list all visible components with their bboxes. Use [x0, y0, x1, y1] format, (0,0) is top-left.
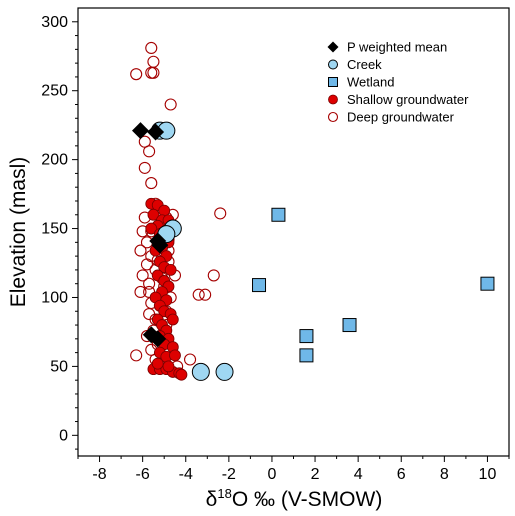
data-point [130, 68, 143, 81]
data-point [166, 313, 179, 326]
x-tick-label: 6 [397, 466, 406, 483]
data-point [130, 349, 143, 362]
data-point [138, 161, 151, 174]
data-point [145, 66, 158, 79]
legend-label: Creek [347, 57, 382, 72]
data-point [299, 329, 314, 344]
data-point [131, 122, 149, 140]
legend-marker [328, 59, 338, 70]
legend: P weighted mean Creek Wetland Shallow groun… [327, 40, 469, 125]
data-point [151, 236, 169, 254]
legend-label: Wetland [347, 75, 394, 90]
data-point [140, 258, 154, 271]
plot-area [77, 7, 510, 457]
legend-marker [327, 111, 339, 123]
data-point [147, 208, 160, 221]
data-point [145, 177, 158, 190]
data-point [136, 269, 149, 282]
data-point [215, 362, 234, 381]
data-point [164, 98, 177, 111]
data-point [143, 145, 156, 158]
data-point [134, 244, 147, 257]
x-axis-title-rest: O ‰ (V-SMOW) [232, 488, 383, 511]
series-p-weighted-mean [131, 122, 169, 348]
y-tick-label: 50 [50, 358, 68, 375]
legend-item: P weighted mean [327, 40, 447, 55]
y-tick-label: 100 [41, 289, 68, 306]
data-point [147, 123, 165, 141]
x-axis-title: δ18O ‰ (V-SMOW) [206, 486, 383, 511]
legend-marker [328, 77, 338, 87]
legend-label: Shallow groundwater [347, 92, 469, 107]
x-axis-ticks: -8 -6 -4 -2 0 2 4 6 8 10 [77, 456, 510, 483]
data-point [192, 288, 205, 301]
series-wetland [252, 207, 495, 363]
data-point [145, 41, 158, 55]
data-point [134, 285, 147, 299]
legend-item: Wetland [328, 75, 394, 90]
data-point [214, 207, 227, 220]
series-shallow-groundwater [145, 197, 188, 381]
legend-label: Deep groundwater [347, 110, 455, 125]
data-points [130, 41, 495, 381]
data-point [191, 362, 210, 381]
y-axis-title: Elevation (masl) [7, 157, 30, 308]
legend-item: Shallow groundwater [328, 92, 469, 107]
data-point [252, 278, 267, 293]
x-tick-label: -2 [222, 466, 236, 483]
data-point [184, 353, 197, 366]
data-point [342, 318, 357, 333]
data-point [480, 276, 495, 291]
legend-marker [327, 41, 339, 53]
data-point [143, 277, 156, 290]
x-tick-label: 8 [440, 466, 449, 483]
y-tick-label: 300 [41, 14, 68, 31]
x-tick-label: -6 [136, 466, 150, 483]
x-tick-label: -8 [92, 466, 106, 483]
data-point [164, 264, 177, 276]
y-axis-ticks: 0 50 100 150 200 250 300 [41, 14, 78, 450]
data-point [199, 288, 212, 301]
data-point [175, 368, 188, 381]
data-point [169, 349, 181, 362]
data-point [299, 348, 314, 363]
legend-item: Creek [328, 57, 382, 72]
x-axis-title-superscript: 18 [217, 486, 231, 501]
y-tick-label: 200 [41, 152, 68, 169]
data-point [145, 222, 158, 235]
y-tick-label: 250 [41, 83, 68, 100]
y-tick-label: 0 [59, 427, 68, 444]
x-tick-label: 2 [311, 466, 320, 483]
x-tick-label: 4 [354, 466, 363, 483]
x-axis-title-delta: δ [206, 488, 218, 511]
legend-item: Deep groundwater [327, 110, 455, 125]
data-point [207, 269, 220, 282]
y-tick-label: 150 [41, 221, 68, 238]
x-tick-label: 0 [267, 466, 276, 483]
x-tick-label: -4 [179, 466, 193, 483]
data-point [151, 357, 164, 370]
data-point [149, 330, 167, 348]
data-point [162, 360, 175, 373]
legend-marker [328, 94, 338, 105]
legend-label: P weighted mean [347, 40, 447, 55]
x-tick-label: 10 [479, 466, 497, 483]
data-point [271, 207, 286, 222]
